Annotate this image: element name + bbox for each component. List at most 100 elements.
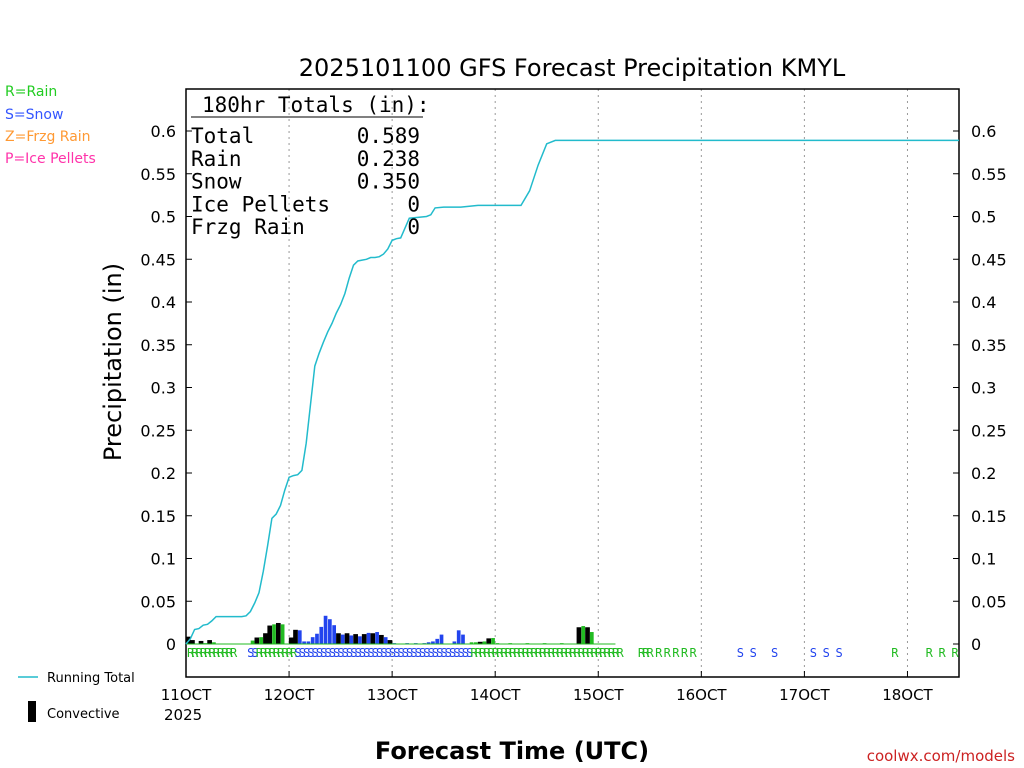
ptype-letter: R — [256, 646, 264, 660]
precip-bar — [387, 640, 393, 645]
y-tick-label-right: 0.55 — [971, 165, 1007, 184]
ptype-letter: S — [423, 646, 430, 660]
ptype-letter: S — [350, 646, 357, 660]
ptype-letter: R — [647, 646, 655, 660]
precip-bar — [207, 640, 212, 645]
series-legend: Running Total Convective — [18, 671, 135, 722]
ptype-letter: S — [432, 646, 439, 660]
ptype-letter: S — [389, 646, 396, 660]
y-tick-label-left: 0.3 — [151, 379, 176, 398]
totals-label: Rain — [191, 147, 242, 171]
ptype-letter: R — [509, 646, 517, 660]
ptype-letter: R — [470, 646, 478, 660]
plot-frame — [185, 88, 960, 678]
ptype-letter: S — [440, 646, 447, 660]
ptype-letter: S — [419, 646, 426, 660]
y-tick-label-left: 0.35 — [140, 336, 176, 355]
ptype-letter: R — [543, 646, 551, 660]
precip-bar — [275, 622, 281, 645]
ptype-letter: R — [204, 646, 212, 660]
precip-bar — [315, 633, 319, 644]
ptype-letter: S — [320, 646, 327, 660]
ptype-letter: R — [689, 646, 697, 660]
precip-bar — [366, 632, 371, 644]
ptype-letter: R — [612, 646, 620, 660]
ptype-letter: R — [518, 646, 526, 660]
totals-label: Total — [191, 124, 254, 148]
totals-label: Frzg Rain — [191, 215, 305, 239]
ptype-letter: S — [427, 646, 434, 660]
ptype-letter: R — [891, 646, 899, 660]
y-tick-label-left: 0.25 — [140, 421, 176, 440]
y-tick-label-right: 0.3 — [971, 379, 996, 398]
precip-bar — [435, 638, 440, 644]
totals-value: 0.238 — [357, 147, 420, 171]
ptype-letter: S — [247, 646, 254, 660]
totals-label: Ice Pellets — [191, 192, 330, 216]
running-total-line — [185, 139, 959, 645]
precip-bar — [439, 634, 444, 644]
ptype-letter: S — [294, 646, 301, 660]
ptype-letter: R — [638, 646, 646, 660]
ptype-letter: S — [342, 646, 349, 660]
x-tick-label: 17OCT — [779, 686, 830, 704]
precip-bar — [383, 637, 388, 644]
ptype-letter: R — [565, 646, 573, 660]
ptype-letter: R — [591, 646, 599, 660]
ptype-letter: S — [346, 646, 353, 660]
ptype-letter: S — [372, 646, 379, 660]
ptype-letter: R — [556, 646, 564, 660]
precip-bar — [375, 632, 379, 644]
ptype-letter: R — [496, 646, 504, 660]
ptype-legend-rain: R=Rain — [5, 84, 57, 100]
ptype-letter: R — [281, 646, 289, 660]
precip-bar — [336, 633, 341, 645]
y-tick-label-right: 0.45 — [971, 250, 1007, 269]
ptype-letter: S — [445, 646, 452, 660]
y-tick-label-right: 0.6 — [971, 122, 996, 141]
ptype-letter: R — [492, 646, 500, 660]
y-tick-label-left: 0.2 — [151, 464, 176, 483]
x-tick-label: 12OCT — [264, 686, 315, 704]
ptype-letter: R — [191, 646, 199, 660]
ptype-letter: R — [200, 646, 208, 660]
ptype-legend: R=Rain S=Snow Z=Frzg Rain P=Ice Pellets — [5, 84, 96, 167]
y-tick-label-right: 0.1 — [971, 550, 996, 569]
precip-bar — [589, 632, 594, 644]
y-tick-label-right: 0.4 — [971, 293, 996, 312]
ptype-letter: R — [574, 646, 582, 660]
precip-bar — [288, 637, 294, 645]
precip-bar — [361, 634, 367, 645]
precip-bar — [190, 640, 195, 645]
ptype-letter: S — [363, 646, 370, 660]
precip-bar — [328, 619, 332, 644]
ptype-legend-ice-pellets: P=Ice Pellets — [5, 151, 96, 167]
chart-title: 2025101100 GFS Forecast Precipitation KM… — [299, 54, 846, 82]
ptype-letter: S — [402, 646, 409, 660]
precip-bar — [353, 634, 358, 645]
ptype-legend-snow: S=Snow — [5, 107, 63, 123]
ptype-letter: S — [436, 646, 443, 660]
ptype-letter: R — [655, 646, 663, 660]
precip-bar — [319, 626, 324, 644]
ptype-letter: R — [672, 646, 680, 660]
ptype-letter: R — [604, 646, 612, 660]
ptype-letter: R — [269, 646, 277, 660]
precip-bar — [585, 627, 590, 645]
ptype-legend-frzg-rain: Z=Frzg Rain — [5, 129, 91, 145]
precip-bar — [426, 642, 431, 644]
ptype-letter: R — [531, 646, 539, 660]
precip-bar — [491, 638, 495, 644]
y-tick-label-left: 0.05 — [140, 592, 176, 611]
ptype-letter: R — [548, 646, 556, 660]
ptype-letter: R — [616, 646, 624, 660]
ptype-letter: S — [303, 646, 310, 660]
ptype-letter: S — [466, 646, 473, 660]
precip-bar — [212, 642, 216, 644]
totals-value: 0.589 — [357, 124, 420, 148]
ptype-letter: R — [526, 646, 534, 660]
ptype-letter: S — [410, 646, 417, 660]
y-tick-label-left: 0.55 — [140, 165, 176, 184]
ptype-letter: S — [337, 646, 344, 660]
ptype-letter: S — [835, 646, 842, 660]
